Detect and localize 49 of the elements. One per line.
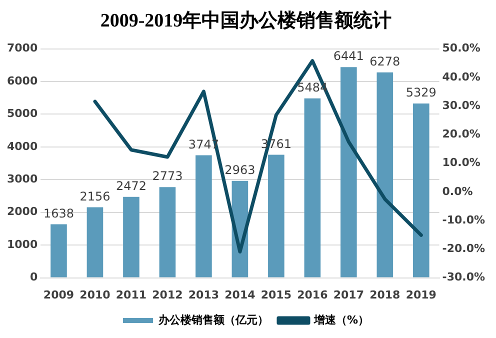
data-label: 2156 (80, 189, 110, 204)
data-label: 1638 (43, 206, 74, 220)
legend-label: 办公楼销售额（亿元） (157, 313, 268, 326)
data-label: 2773 (152, 169, 183, 184)
y2-tick-label: -30.0% (442, 270, 486, 284)
bar (340, 67, 357, 278)
bar (86, 207, 104, 278)
x-tick-label: 2014 (224, 288, 256, 302)
bar (196, 155, 212, 278)
y-tick-label: 2000 (6, 205, 38, 218)
x-tick-label: 2015 (260, 288, 292, 302)
x-tick-label: 2016 (297, 288, 328, 302)
y2-tick-label: 20.0% (442, 128, 480, 141)
y-tick-label: 3000 (6, 172, 38, 186)
bar (268, 154, 284, 278)
x-tick-label: 2017 (333, 288, 364, 302)
y-tick-label: 0 (30, 270, 38, 284)
bar (413, 103, 430, 278)
data-label: 2963 (224, 162, 256, 177)
legend-label: 增速（%） (312, 313, 370, 326)
y-tick-label: 1000 (6, 238, 38, 251)
bar (50, 224, 67, 278)
x-tick-label: 2010 (80, 288, 111, 302)
x-tick-label: 2012 (152, 288, 183, 302)
bar (304, 98, 321, 278)
y2-tick-label: 10.0% (442, 156, 480, 170)
y2-tick-label: 0.0% (442, 184, 473, 198)
data-label: 6278 (370, 54, 400, 69)
y2-tick-label: -20.0% (442, 242, 486, 256)
y-tick-label: 7000 (6, 42, 38, 55)
x-tick-label: 2019 (406, 288, 436, 302)
bar (376, 72, 394, 278)
data-label: 5329 (406, 86, 436, 100)
y2-tick-label: 30.0% (442, 98, 480, 112)
y-tick-label: 6000 (6, 74, 38, 88)
bar (159, 187, 176, 278)
y-tick-label: 4000 (6, 140, 38, 153)
y2-tick-label: 50.0% (442, 42, 480, 55)
data-label: 6441 (333, 49, 364, 64)
y2-tick-label: 40.0% (442, 70, 480, 84)
chart-title: 2009-2019年中国办公楼销售额统计 (100, 9, 392, 32)
x-tick-label: 2018 (370, 288, 400, 302)
y2-tick-label: -10.0% (442, 213, 486, 226)
x-tick-label: 2011 (116, 288, 147, 302)
data-label: 2472 (116, 179, 146, 194)
x-tick-label: 2013 (188, 288, 220, 302)
bar (123, 196, 140, 278)
y-tick-label: 5000 (6, 107, 38, 120)
x-tick-label: 2009 (43, 288, 74, 302)
